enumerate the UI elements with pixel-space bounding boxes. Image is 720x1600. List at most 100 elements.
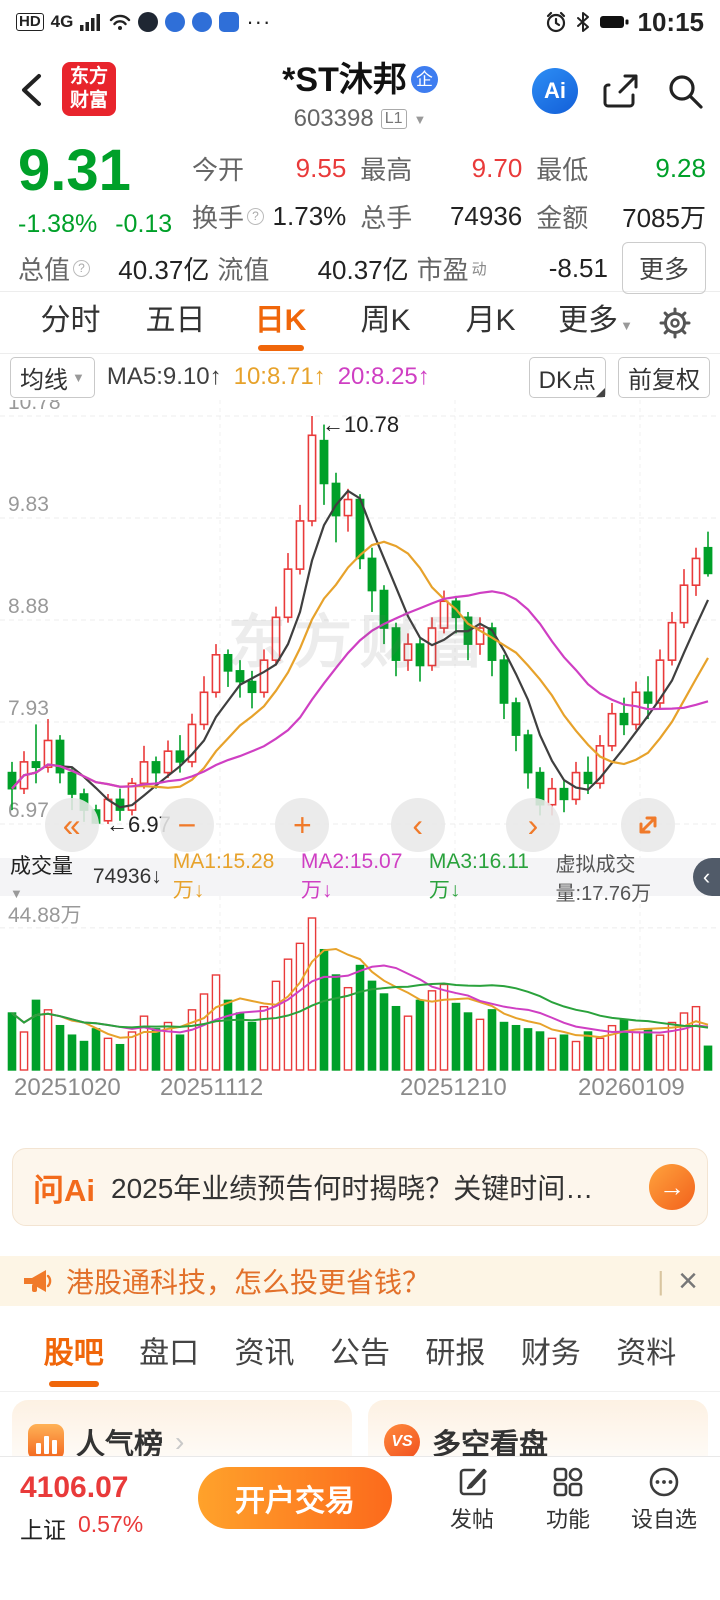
chart-toolbar: 均线 ▼ MA5:9.10↑ 10:8.71↑ 20:8.25↑ DK点 前复权	[0, 354, 720, 400]
quote-level-badge: L1	[380, 109, 407, 129]
high-value: 9.70	[471, 152, 523, 183]
floatcap-value: 40.37亿	[317, 254, 409, 285]
vs-icon: VS	[384, 1424, 420, 1456]
tab-guba[interactable]: 股吧	[26, 1324, 121, 1391]
bull-bear-title: 多空看盘	[432, 1429, 549, 1456]
svg-text:44.88万: 44.88万	[8, 904, 82, 927]
tab-daily-k[interactable]: 日K	[228, 292, 333, 353]
low-label: 最低	[536, 154, 589, 185]
zoom-out-button[interactable]: −	[159, 798, 214, 852]
tab-profile[interactable]: 资料	[616, 1337, 677, 1370]
notification-app-icon	[165, 12, 186, 32]
adjust-mode-button[interactable]: 前复权	[618, 356, 710, 398]
ask-ai-card[interactable]: 问Ai 2025年业绩预告何时揭晓？关键时间… →	[12, 1148, 708, 1226]
vol-ma2: MA2:15.07万↓	[300, 850, 403, 902]
wifi-icon	[110, 14, 131, 30]
more-notifications-icon: ···	[246, 9, 272, 34]
volume-value: 74936↓	[92, 865, 162, 888]
tab-5day[interactable]: 五日	[145, 304, 206, 337]
bottom-bar: 4106.07 上证 0.57% 开户交易 发帖	[0, 1456, 720, 1600]
x-label: 20251112	[160, 1074, 264, 1101]
virtual-volume: 虚拟成交量:17.76万	[555, 854, 652, 905]
dk-point-button[interactable]: DK点	[528, 356, 606, 398]
svg-text:9.83: 9.83	[8, 493, 49, 516]
pan-left-button[interactable]: ‹	[390, 798, 445, 852]
search-icon[interactable]	[664, 70, 706, 112]
ranking-icon	[28, 1424, 64, 1456]
candlestick-chart[interactable]: 10.78 9.83 8.88 7.93 6.97 ←10.78 ←6.97 东方财富 « …	[0, 400, 720, 858]
promo-banner[interactable]: 港股通科技，怎么投更省钱？ | ×	[0, 1256, 720, 1306]
tab-financials[interactable]: 财务	[520, 1337, 581, 1370]
stock-code: 603398	[293, 105, 374, 132]
status-bar: HD 4G ···	[0, 0, 720, 44]
quote-grid: 今开 9.55 最高 9.70 最低 9.28 换手? 1.73% 总手 74936 金额…	[192, 144, 706, 240]
section-tabbar: 股吧 盘口 资讯 公告 研报 财务 资料	[0, 1324, 720, 1392]
ask-ai-logo: 问Ai	[33, 1172, 95, 1208]
svg-text:7.93: 7.93	[8, 697, 49, 720]
svg-text:6.97: 6.97	[8, 799, 49, 822]
change-percent: -1.38%	[18, 210, 98, 238]
panel-collapse-handle[interactable]: ‹	[693, 858, 720, 896]
tab-monthly-k[interactable]: 月K	[465, 304, 516, 337]
tab-research[interactable]: 研报	[425, 1337, 486, 1370]
chevron-right-icon: ›	[175, 1426, 185, 1456]
bull-bear-card[interactable]: VS 多空看盘	[368, 1400, 708, 1456]
add-watchlist-button[interactable]: 设自选	[616, 1465, 712, 1534]
tab-news[interactable]: 资讯	[234, 1337, 295, 1370]
tab-minute[interactable]: 分时	[40, 304, 101, 337]
post-button[interactable]: 发帖	[424, 1465, 520, 1534]
info-icon[interactable]: ?	[73, 259, 91, 277]
features-button[interactable]: 功能	[520, 1465, 616, 1534]
tab-weekly-k[interactable]: 周K	[360, 304, 411, 337]
expand-icon	[639, 816, 657, 834]
chevron-down-icon[interactable]: ▼	[413, 111, 427, 127]
vol-ma1: MA1:15.28万↓	[172, 850, 275, 902]
back-button[interactable]	[12, 68, 56, 112]
stock-code-row[interactable]: 603398 L1 ▼	[0, 105, 720, 133]
notification-app-icon	[192, 12, 213, 32]
volume-chart[interactable]: 44.88万	[0, 896, 720, 1072]
collapse-left-button[interactable]: «	[44, 798, 99, 852]
turnover-value: 1.73%	[272, 200, 347, 231]
hd-indicator: HD	[16, 13, 44, 31]
last-price: 9.31	[18, 138, 131, 203]
tab-pankou[interactable]: 盘口	[139, 1337, 200, 1370]
share-icon[interactable]	[600, 70, 642, 112]
ma-selector[interactable]: 均线 ▼	[10, 356, 95, 398]
index-quote[interactable]: 4106.07 上证 0.57%	[20, 1471, 143, 1545]
chart-settings-button[interactable]	[648, 303, 702, 343]
bluetooth-icon	[576, 12, 589, 32]
ask-ai-arrow-button[interactable]: →	[649, 1164, 695, 1210]
low-value: 9.28	[655, 152, 706, 183]
close-icon[interactable]: ×	[678, 1262, 698, 1300]
amount-value: 7085万	[622, 202, 706, 233]
popularity-title: 人气榜	[76, 1429, 164, 1456]
pan-right-button[interactable]: ›	[505, 798, 560, 852]
svg-text:10.78: 10.78	[8, 400, 61, 414]
tab-more[interactable]: 更多 ▼	[558, 304, 633, 337]
info-icon[interactable]: ?	[247, 207, 265, 225]
ma5-value: MA5:9.10↑	[106, 363, 222, 390]
quote-panel: 9.31 -1.38% -0.13 今开 9.55 最高 9.70 最低 9.28 换…	[0, 136, 720, 294]
x-axis: 20251020 20251112 20251210 20260109	[0, 1072, 720, 1106]
open-label: 今开	[192, 154, 245, 185]
volume-selector[interactable]: 成交量 ▼	[10, 855, 73, 901]
index-name: 上证	[20, 1517, 66, 1543]
watchlist-icon	[649, 1467, 679, 1497]
more-quote-button[interactable]: 更多	[621, 242, 706, 294]
banner-text: 港股通科技，怎么投更省钱？	[66, 1267, 431, 1298]
ai-assistant-button[interactable]: Ai	[532, 68, 578, 114]
enterprise-badge[interactable]: 企	[410, 66, 438, 93]
ask-ai-question: 2025年业绩预告何时揭晓？关键时间…	[111, 1173, 594, 1204]
watermark: 东方财富	[227, 610, 493, 675]
kline-svg: 10.789.838.887.936.97←10.78←6.97	[0, 400, 720, 858]
popularity-card[interactable]: 人气榜 ›	[12, 1400, 352, 1456]
open-account-trade-button[interactable]: 开户交易	[198, 1467, 392, 1529]
tab-announcements[interactable]: 公告	[329, 1337, 390, 1370]
svg-text:←10.78: ←10.78	[322, 412, 399, 437]
quote-row3: 总值? 40.37亿 流值 40.37亿 市盈动 -8.51 更多	[18, 242, 706, 294]
clock: 10:15	[637, 6, 705, 37]
banner-divider: |	[657, 1265, 665, 1296]
zoom-in-button[interactable]: +	[275, 798, 330, 852]
fullscreen-button[interactable]	[621, 798, 676, 852]
